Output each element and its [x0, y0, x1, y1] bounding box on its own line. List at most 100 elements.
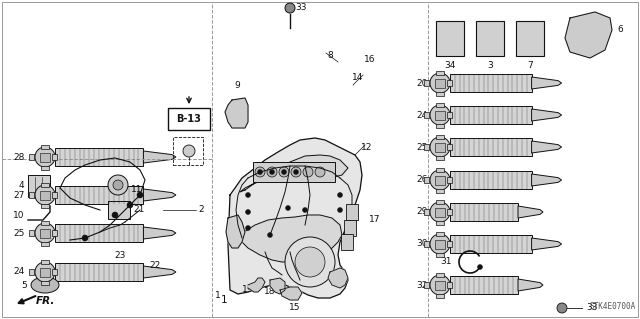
Polygon shape: [518, 279, 543, 291]
Circle shape: [291, 167, 301, 177]
Bar: [52, 269, 57, 275]
Circle shape: [113, 180, 123, 190]
Polygon shape: [532, 109, 562, 121]
Text: 23: 23: [115, 250, 125, 259]
Bar: [424, 112, 429, 118]
Text: 29: 29: [417, 207, 428, 217]
Polygon shape: [436, 92, 444, 95]
Polygon shape: [532, 238, 562, 250]
Bar: [168, 108, 210, 130]
Bar: [450, 138, 532, 156]
Circle shape: [337, 207, 342, 212]
Text: 1: 1: [215, 291, 221, 300]
Bar: [341, 234, 353, 250]
Bar: [52, 192, 57, 198]
Circle shape: [303, 167, 313, 177]
Polygon shape: [41, 280, 49, 285]
Polygon shape: [532, 174, 562, 186]
Circle shape: [183, 145, 195, 157]
Text: 32: 32: [417, 280, 428, 290]
Circle shape: [246, 226, 250, 231]
Bar: [447, 177, 452, 183]
Text: 25: 25: [13, 228, 25, 238]
Circle shape: [35, 147, 55, 167]
Bar: [424, 80, 429, 86]
Polygon shape: [436, 293, 444, 298]
Polygon shape: [518, 206, 543, 218]
Text: 30: 30: [417, 240, 428, 249]
Polygon shape: [328, 268, 348, 288]
Text: 7: 7: [527, 62, 533, 70]
Polygon shape: [226, 215, 245, 248]
Bar: [450, 203, 518, 221]
Bar: [435, 143, 445, 152]
Bar: [476, 20, 504, 56]
Bar: [55, 148, 143, 166]
Text: 2: 2: [198, 205, 204, 214]
Polygon shape: [228, 138, 362, 298]
Bar: [40, 190, 50, 199]
Polygon shape: [532, 141, 562, 153]
Bar: [29, 192, 34, 198]
Text: 21: 21: [133, 205, 145, 214]
Polygon shape: [565, 12, 612, 58]
Polygon shape: [240, 155, 348, 192]
Circle shape: [35, 223, 55, 243]
Bar: [28, 175, 50, 197]
Polygon shape: [436, 253, 444, 256]
Text: 33: 33: [295, 4, 307, 12]
Circle shape: [557, 303, 567, 313]
Text: 22: 22: [149, 261, 161, 270]
Polygon shape: [436, 102, 444, 107]
Text: 13: 13: [431, 240, 442, 249]
Polygon shape: [436, 123, 444, 128]
Text: 11: 11: [131, 186, 143, 195]
Circle shape: [35, 185, 55, 205]
Text: 28: 28: [13, 152, 25, 161]
Text: 26: 26: [417, 175, 428, 184]
Bar: [450, 171, 532, 189]
Text: 12: 12: [362, 144, 372, 152]
Bar: [435, 78, 445, 87]
Text: 1: 1: [221, 295, 227, 305]
Bar: [424, 177, 429, 183]
Circle shape: [137, 192, 143, 198]
Text: 4: 4: [19, 181, 24, 189]
Polygon shape: [436, 199, 444, 204]
Circle shape: [430, 105, 450, 125]
Circle shape: [285, 3, 295, 13]
Text: 20: 20: [417, 78, 428, 87]
Circle shape: [315, 167, 325, 177]
Circle shape: [246, 192, 250, 197]
Text: 9: 9: [234, 80, 240, 90]
Bar: [516, 20, 544, 56]
Polygon shape: [270, 278, 285, 294]
Text: 15: 15: [289, 302, 301, 311]
Polygon shape: [280, 287, 302, 300]
Circle shape: [285, 205, 291, 211]
Bar: [435, 240, 445, 249]
Polygon shape: [436, 272, 444, 277]
Circle shape: [112, 212, 118, 218]
Circle shape: [279, 167, 289, 177]
Bar: [450, 106, 532, 124]
Circle shape: [303, 207, 307, 212]
Text: 34: 34: [444, 62, 456, 70]
Bar: [424, 144, 429, 150]
Circle shape: [35, 262, 55, 282]
Polygon shape: [41, 182, 49, 187]
Polygon shape: [41, 220, 49, 225]
Circle shape: [477, 264, 483, 270]
Circle shape: [127, 202, 133, 208]
Circle shape: [430, 275, 450, 295]
Polygon shape: [225, 98, 248, 128]
Polygon shape: [41, 166, 49, 169]
Bar: [40, 152, 50, 161]
Bar: [424, 241, 429, 247]
Polygon shape: [436, 70, 444, 75]
Polygon shape: [143, 266, 176, 278]
Bar: [29, 154, 34, 160]
Polygon shape: [436, 220, 444, 225]
Bar: [450, 276, 518, 294]
Bar: [435, 280, 445, 290]
